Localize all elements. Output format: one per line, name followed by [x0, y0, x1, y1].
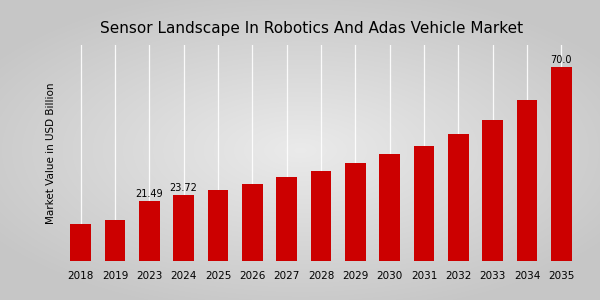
Bar	[482, 120, 503, 261]
Bar	[139, 202, 160, 261]
Text: 21.49: 21.49	[136, 189, 163, 199]
Bar	[345, 163, 365, 261]
Bar	[173, 195, 194, 261]
Bar	[104, 220, 125, 261]
Bar	[448, 134, 469, 261]
Bar	[208, 190, 228, 261]
Y-axis label: Market Value in USD Billion: Market Value in USD Billion	[46, 82, 56, 224]
Bar	[551, 67, 572, 261]
Bar	[242, 184, 263, 261]
Bar	[414, 146, 434, 261]
Bar	[311, 171, 331, 261]
Text: Sensor Landscape In Robotics And Adas Vehicle Market: Sensor Landscape In Robotics And Adas Ve…	[100, 21, 524, 36]
Bar	[517, 100, 538, 261]
Bar	[277, 176, 297, 261]
Text: 70.0: 70.0	[551, 55, 572, 65]
Bar	[70, 224, 91, 261]
Text: 23.72: 23.72	[170, 183, 197, 193]
Bar	[379, 154, 400, 261]
